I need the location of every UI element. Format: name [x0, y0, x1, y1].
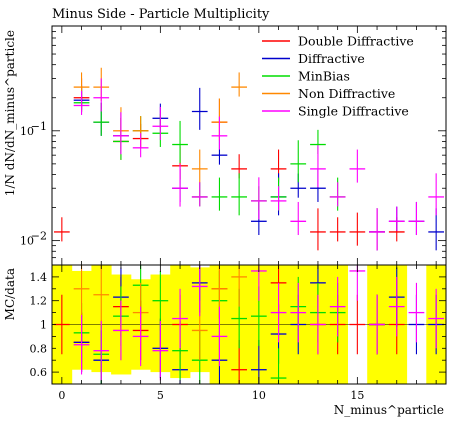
ratio-y-tick-label: 1.2 — [30, 295, 48, 308]
ratio-y-tick-label: 1 — [40, 319, 47, 332]
legend-entry: Diffractive — [298, 51, 365, 66]
y-tick-label-exponent: −2 — [31, 230, 47, 243]
chart-marks — [54, 67, 444, 384]
x-tick-label: 0 — [58, 389, 65, 402]
y-tick-label-exponent: −1 — [31, 120, 47, 133]
legend-entry: MinBias — [298, 69, 350, 84]
x-tick-label: 10 — [252, 389, 266, 402]
y-tick-label: 10 — [20, 125, 34, 138]
series-single-diffractive — [73, 78, 444, 381]
y-tick-label: 10 — [20, 235, 34, 248]
chart-legend: Double Diffractive Diffractive MinBias Non … — [262, 34, 414, 119]
ratio-uncertainty-bands — [52, 265, 447, 384]
x-tick-label: 15 — [350, 389, 364, 402]
chart-title: Minus Side - Particle Multiplicity — [52, 7, 270, 22]
x-tick-label: 5 — [157, 389, 164, 402]
chart-axes: 0 5 10 1510−110−20.60.811.21.4N_minus^parti… — [3, 25, 447, 417]
x-axis-label: N_minus^particle — [334, 403, 444, 417]
ratio-y-tick-label: 0.8 — [30, 342, 48, 355]
y-axis-label-bottom: MC/data — [3, 268, 17, 320]
top-panel-frame — [51, 25, 447, 266]
ratio-y-tick-label: 1.4 — [30, 271, 48, 284]
y-axis-label-top: 1/N dN/dN_minus^particle — [3, 30, 17, 196]
ratio-y-tick-label: 0.6 — [30, 366, 48, 379]
legend-entry: Double Diffractive — [298, 34, 414, 49]
legend-entry: Non Diffractive — [298, 86, 395, 101]
legend-entry: Single Diffractive — [298, 104, 409, 119]
